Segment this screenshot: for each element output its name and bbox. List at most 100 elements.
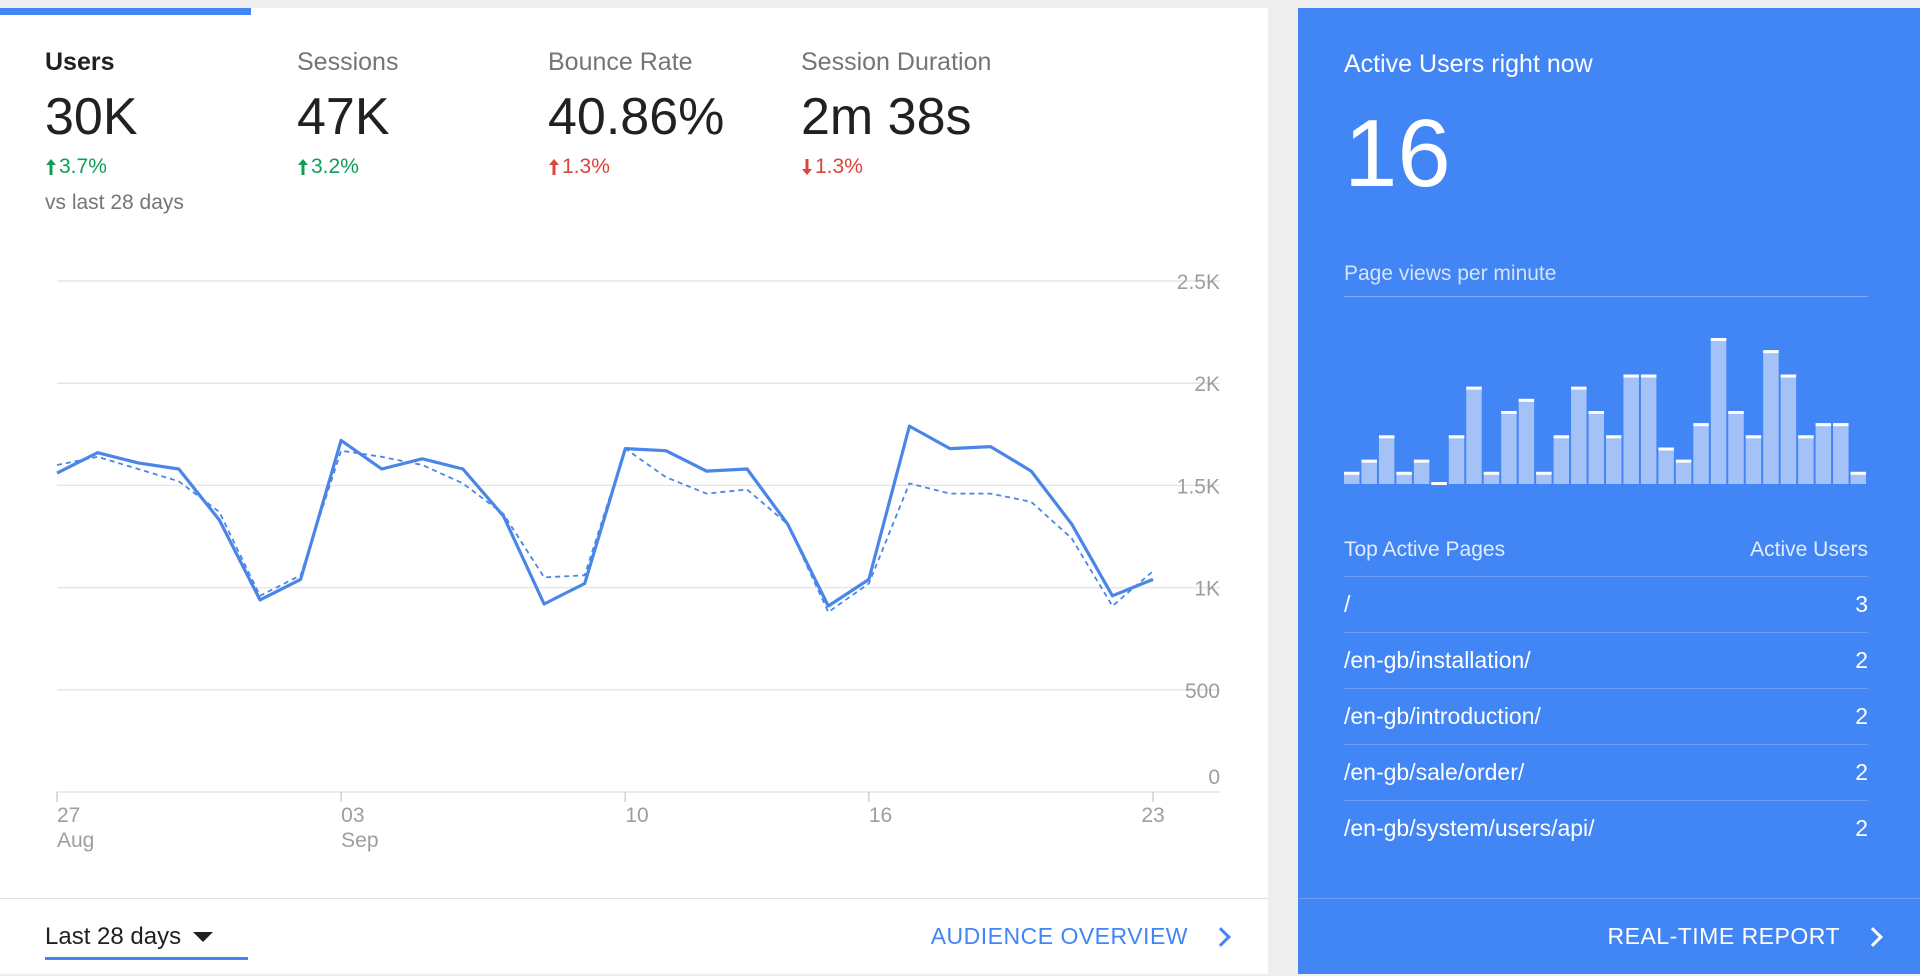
- pageview-bar: [1361, 459, 1377, 484]
- pageview-bar-cap: [1378, 435, 1395, 439]
- pageview-bar: [1396, 471, 1412, 484]
- pageview-bar-cap: [1553, 435, 1570, 439]
- list-item[interactable]: / 3: [1344, 576, 1868, 632]
- pageview-bar: [1378, 435, 1395, 484]
- metric-sessions[interactable]: Sessions 47K 3.2%: [297, 48, 398, 179]
- pageview-bar-cap: [1396, 471, 1412, 475]
- pageviews-divider: [1344, 296, 1868, 297]
- pageview-bar: [1658, 447, 1674, 484]
- dropdown-underline: [45, 957, 248, 960]
- metric-delta: 3.7%: [45, 155, 184, 179]
- metric-delta-value: 1.3%: [562, 155, 610, 178]
- pageview-bar-cap: [1798, 435, 1814, 439]
- pageview-bar: [1763, 350, 1779, 484]
- page-users: 2: [1855, 647, 1868, 673]
- series-line-current: [56, 424, 1154, 608]
- pageview-bar: [1815, 423, 1832, 484]
- top-pages-header: Top Active Pages Active Users: [1344, 538, 1868, 562]
- metric-session-duration[interactable]: Session Duration 2m 38s 1.3%: [801, 48, 991, 179]
- pageview-bar: [1850, 471, 1866, 484]
- x-tick-label-month: Aug: [57, 829, 94, 852]
- metric-delta-value: 3.2%: [311, 155, 359, 178]
- pageview-bar: [1798, 435, 1814, 484]
- series-line-previous: [56, 447, 1154, 613]
- page-users: 3: [1855, 591, 1868, 617]
- top-pages-header-label: Top Active Pages: [1344, 538, 1506, 561]
- realtime-report-link[interactable]: REAL-TIME REPORT: [1607, 923, 1883, 950]
- arrow-up-icon: [549, 159, 559, 175]
- metric-bounce-rate[interactable]: Bounce Rate 40.86% 1.3%: [548, 48, 724, 179]
- x-tick-label: 27: [57, 804, 80, 827]
- pageview-bar-cap: [1745, 435, 1762, 439]
- metric-value: 2m 38s: [801, 88, 972, 146]
- pageview-bar-cap: [1780, 374, 1797, 378]
- active-tab-indicator: [0, 8, 251, 15]
- pageview-bar: [1344, 471, 1360, 484]
- x-tick-label: 16: [869, 804, 892, 827]
- metric-label: Users: [45, 48, 115, 76]
- pageview-bar: [1623, 374, 1639, 484]
- active-users-header-label: Active Users: [1750, 538, 1868, 561]
- pageview-bar: [1588, 411, 1604, 484]
- metric-users[interactable]: Users 30K 3.7% vs last 28 days: [45, 48, 184, 215]
- y-tick-label: 1K: [1194, 578, 1220, 601]
- pageview-bar-cap: [1483, 471, 1500, 475]
- pageview-bar: [1448, 435, 1465, 484]
- pageview-bar: [1518, 398, 1535, 484]
- pageview-bar-cap: [1728, 411, 1744, 414]
- metric-delta-value: 3.7%: [59, 155, 107, 178]
- pageview-bar: [1466, 386, 1482, 484]
- pageview-bar-cap: [1448, 435, 1465, 439]
- chevron-right-icon: [1211, 926, 1231, 947]
- pageview-bar: [1640, 374, 1657, 484]
- audience-overview-link[interactable]: AUDIENCE OVERVIEW: [931, 923, 1231, 950]
- pageviews-label: Page views per minute: [1344, 262, 1557, 285]
- date-range-label: Last 28 days: [45, 923, 182, 950]
- active-users-count: 16: [1344, 100, 1451, 207]
- page-users: 2: [1855, 703, 1868, 729]
- date-range-dropdown[interactable]: Last 28 days: [45, 923, 214, 951]
- x-tick-label: 03: [341, 804, 364, 827]
- list-item[interactable]: /en-gb/sale/order/ 2: [1344, 744, 1868, 800]
- metric-label: Session Duration: [801, 48, 992, 76]
- pageview-bar: [1413, 459, 1430, 484]
- list-item[interactable]: /en-gb/introduction/ 2: [1344, 688, 1868, 744]
- y-tick-label: 2.5K: [1177, 271, 1220, 294]
- pageview-bar-cap: [1710, 338, 1727, 341]
- metric-delta: 3.2%: [297, 155, 398, 179]
- page-path: /en-gb/introduction/: [1344, 703, 1541, 729]
- y-tick-label: 500: [1185, 680, 1220, 703]
- pageview-bar: [1745, 435, 1762, 484]
- realtime-card: Active Users right now 16 Page views per…: [1298, 8, 1920, 974]
- pageview-bar-cap: [1815, 423, 1832, 427]
- arrow-down-icon: [802, 159, 812, 175]
- arrow-up-icon: [298, 159, 308, 175]
- pageview-bar-cap: [1606, 435, 1622, 439]
- realtime-report-label: REAL-TIME REPORT: [1607, 923, 1840, 949]
- metric-delta: 1.3%: [801, 155, 991, 179]
- realtime-footer: REAL-TIME REPORT: [1298, 898, 1920, 974]
- metric-value: 47K: [297, 88, 390, 146]
- page-path: /: [1344, 591, 1351, 617]
- x-tick-label: 10: [625, 804, 648, 827]
- x-tick-label: 23: [1141, 804, 1164, 827]
- pageview-bar: [1536, 471, 1552, 484]
- pageview-bar-cap: [1571, 386, 1587, 390]
- y-tick-label: 2K: [1194, 373, 1220, 396]
- metric-value: 30K: [45, 88, 138, 146]
- page-users: 2: [1855, 759, 1868, 785]
- metric-label: Sessions: [297, 48, 399, 76]
- chevron-right-icon: [1863, 926, 1883, 947]
- pageview-bar-cap: [1640, 374, 1657, 378]
- pageview-bar-cap: [1413, 459, 1430, 463]
- pageview-bar: [1483, 471, 1500, 484]
- arrow-up-icon: [46, 159, 56, 175]
- page-users: 2: [1855, 815, 1868, 841]
- top-pages-list: / 3 /en-gb/installation/ 2 /en-gb/introd…: [1344, 576, 1868, 856]
- pageview-bar-cap: [1763, 350, 1779, 354]
- list-item[interactable]: /en-gb/system/users/api/ 2: [1344, 800, 1868, 856]
- pageview-bar: [1693, 423, 1709, 484]
- list-item[interactable]: /en-gb/installation/ 2: [1344, 632, 1868, 688]
- metric-value: 40.86%: [548, 88, 725, 146]
